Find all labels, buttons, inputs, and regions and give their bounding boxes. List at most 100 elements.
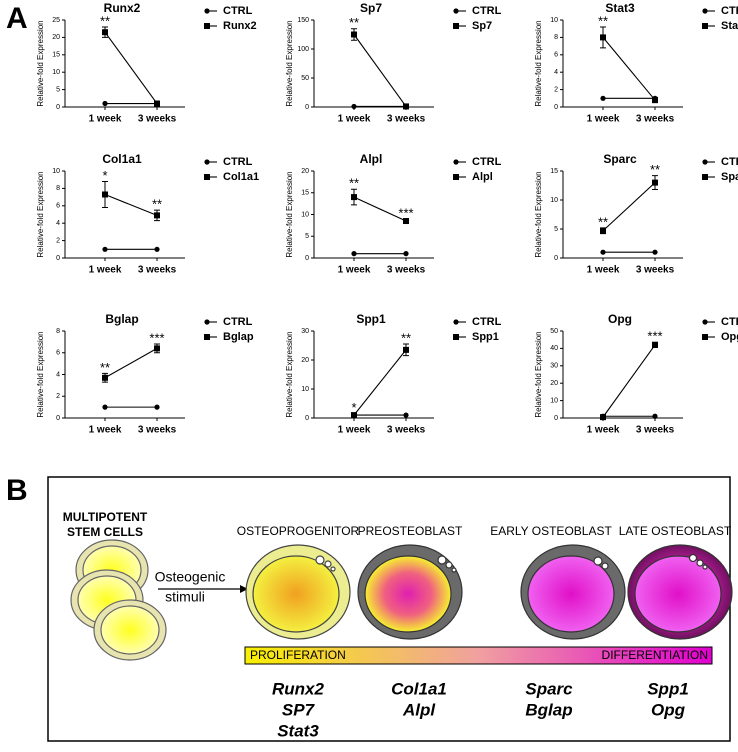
x-tick-label: 3 weeks [636,114,675,125]
y-tick-label: 10 [550,17,558,24]
chart-title: Stat3 [605,1,635,15]
y-tick-label: 0 [56,104,60,111]
marker [154,345,160,351]
marker [403,103,409,109]
marker [351,251,356,256]
source-label: STEM CELLS [67,525,143,539]
y-tick-label: 8 [554,34,558,41]
legend-label: Col1a1 [223,171,259,183]
cell [628,545,732,639]
stage-label: LATE OSTEOBLAST [619,524,732,538]
panel-label: B [6,474,28,507]
marker [154,212,160,218]
series-line [105,32,157,103]
marker [102,405,107,410]
marker-gene: SP7 [282,700,316,719]
y-tick-label: 30 [550,363,558,370]
marker [652,414,657,419]
x-tick-label: 3 weeks [138,114,177,125]
y-tick-label: 50 [550,328,558,335]
chart-title: Col1a1 [102,152,142,166]
marker [652,180,658,186]
legend-label: CTRL [721,156,738,168]
stem-cells [71,540,166,660]
marker [102,191,108,197]
stimulus-label: Osteogenic [155,569,226,585]
chart-title: Bglap [105,312,138,326]
y-tick-label: 10 [301,386,309,393]
x-tick-label: 1 week [338,265,371,276]
x-tick-label: 1 week [89,114,122,125]
marker [154,101,160,107]
x-tick-label: 1 week [587,425,620,436]
series-line [603,183,655,231]
y-axis-label: Relative-fold Expression [534,331,543,417]
cell [358,545,462,639]
x-tick-label: 3 weeks [636,265,675,276]
chart-title: Sp7 [360,1,382,15]
legend-marker [702,23,708,29]
marker-gene: Runx2 [272,679,325,698]
y-tick-label: 8 [56,185,60,192]
legend-marker [453,174,459,180]
y-axis-label: Relative-fold Expression [285,20,294,106]
significance: *** [149,330,164,345]
legend-label: CTRL [223,316,253,328]
legend-marker [702,159,707,164]
y-tick-label: 0 [305,104,309,111]
legend-marker [702,8,707,13]
legend-label: CTRL [472,156,502,168]
marker-gene: Sparc [525,679,573,698]
marker [600,250,605,255]
marker [652,97,658,103]
y-tick-label: 4 [56,371,60,378]
x-tick-label: 1 week [587,265,620,276]
series-line [603,345,655,417]
x-tick-label: 1 week [338,114,371,125]
legend-label: Runx2 [223,20,257,32]
legend-marker [453,334,459,340]
x-tick-label: 3 weeks [138,425,177,436]
y-tick-label: 8 [56,328,60,335]
marker [403,413,408,418]
y-tick-label: 50 [301,75,309,82]
y-tick-label: 40 [550,345,558,352]
legend-marker [453,159,458,164]
significance: ** [349,176,359,191]
significance: ** [598,13,608,28]
significance: ** [598,214,608,229]
significance: ** [152,197,162,212]
legend-marker [453,8,458,13]
y-tick-label: 5 [305,233,309,240]
marker [154,247,159,252]
marker-gene: Spp1 [647,679,689,698]
significance: *** [647,329,662,344]
y-tick-label: 15 [301,190,309,197]
chart-title: Alpl [360,152,383,166]
x-tick-label: 3 weeks [636,425,675,436]
y-tick-label: 20 [301,357,309,364]
y-axis-label: Relative-fold Expression [36,331,45,417]
panel-label: A [6,2,28,35]
x-tick-label: 1 week [338,425,371,436]
marker [351,104,356,109]
marker [351,32,357,38]
series-line [105,348,157,377]
marker [351,194,357,200]
y-axis-label: Relative-fold Expression [36,20,45,106]
y-axis-label: Relative-fold Expression [534,171,543,257]
marker [102,101,107,106]
stage-label: PREOSTEOBLAST [358,524,463,538]
y-tick-label: 5 [56,86,60,93]
x-tick-label: 3 weeks [387,265,426,276]
y-tick-label: 2 [56,393,60,400]
y-tick-label: 30 [301,328,309,335]
y-tick-label: 0 [554,255,558,262]
legend-marker [702,319,707,324]
y-tick-label: 10 [301,211,309,218]
source-label: MULTIPOTENT [63,510,148,524]
x-tick-label: 1 week [89,265,122,276]
significance: ** [401,330,411,345]
